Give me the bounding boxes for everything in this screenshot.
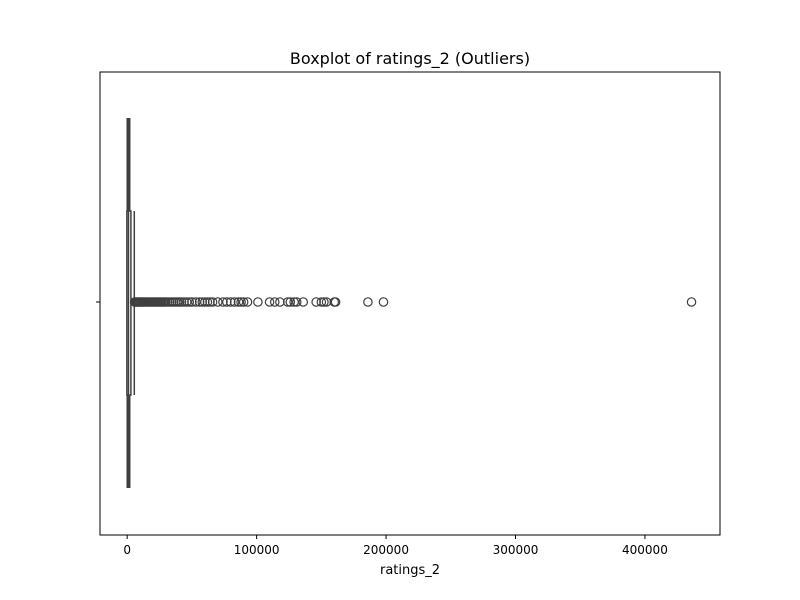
outlier-point: [363, 297, 373, 307]
plot-area: [126, 118, 697, 488]
outlier-point: [285, 297, 296, 307]
outlier-point: [291, 297, 302, 307]
outlier-point: [319, 297, 329, 307]
outlier-point: [207, 297, 218, 307]
outlier-point: [298, 297, 309, 307]
outlier-point: [264, 297, 275, 307]
outlier-point: [225, 297, 236, 307]
x-axis: 0 100000 200000 300000 400000: [123, 535, 668, 557]
outlier-point: [321, 297, 332, 307]
x-tick-label: 200000: [363, 543, 409, 557]
outlier-point: [176, 297, 187, 307]
axes-frame: [99, 71, 721, 536]
outlier-point: [282, 297, 293, 307]
outlier-point: [378, 297, 389, 307]
chart-title: Boxplot of ratings_2 (Outliers): [290, 49, 530, 69]
outlier-point: [269, 297, 280, 307]
outlier-point: [316, 297, 327, 307]
outlier-point: [253, 297, 263, 307]
outlier-point: [200, 297, 210, 307]
outlier-point: [275, 297, 285, 307]
x-tick-label: 100000: [234, 543, 280, 557]
outlier-point: [289, 297, 299, 307]
outlier-point: [233, 297, 244, 307]
outlier-point: [197, 297, 208, 307]
x-axis-label: ratings_2: [380, 563, 440, 578]
outlier-point: [187, 297, 197, 307]
outlier-point: [242, 297, 253, 307]
outlier-point: [184, 297, 195, 307]
outlier-point: [222, 297, 232, 307]
outlier-point: [311, 297, 321, 307]
outlier-point: [238, 297, 249, 307]
outlier-point: [236, 297, 246, 307]
x-tick-label: 400000: [622, 543, 668, 557]
x-tick-label: 300000: [493, 543, 539, 557]
outlier-point: [212, 297, 223, 307]
outlier-point: [194, 297, 205, 307]
x-tick-label: 0: [123, 543, 131, 557]
outlier-point: [179, 297, 189, 307]
outlier-point: [229, 297, 240, 307]
outlier-point: [330, 297, 341, 307]
outlier-point: [190, 297, 201, 307]
outlier-point: [218, 297, 228, 307]
outlier-point: [686, 297, 697, 307]
outlier-point: [205, 297, 215, 307]
outlier-point: [181, 297, 192, 307]
outlier-point: [202, 297, 213, 307]
